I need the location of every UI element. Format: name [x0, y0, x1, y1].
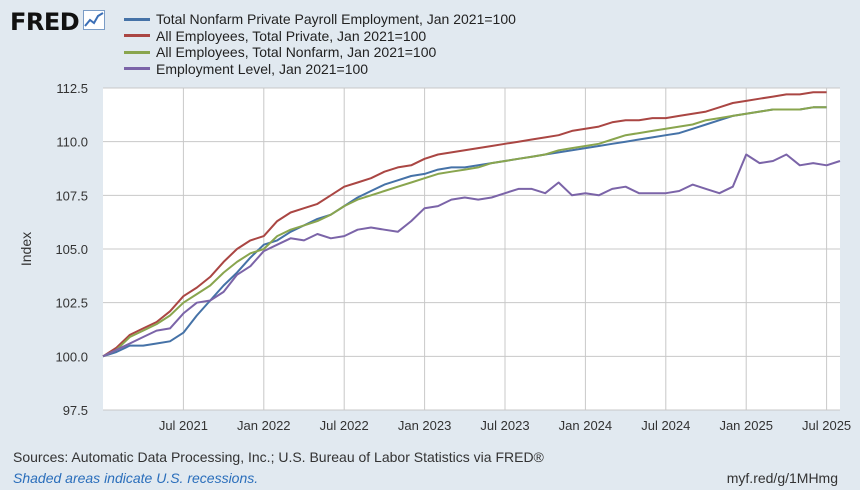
y-tick-label: 107.5 — [55, 188, 88, 203]
legend-swatch — [124, 17, 150, 21]
sources-note: Sources: Automatic Data Processing, Inc.… — [13, 449, 544, 465]
legend-label: All Employees, Total Private, Jan 2021=1… — [156, 27, 427, 44]
legend-label: Employment Level, Jan 2021=100 — [156, 60, 369, 77]
x-tick-label: Jul 2022 — [320, 418, 369, 433]
x-tick-label: Jan 2023 — [398, 418, 452, 433]
y-tick-label: 97.5 — [63, 403, 88, 418]
fred-logo-text: FRED — [10, 8, 80, 36]
legend-swatch — [124, 34, 150, 38]
y-tick-label: 102.5 — [55, 296, 88, 311]
x-tick-label: Jul 2025 — [802, 418, 851, 433]
series-line-3 — [102, 106, 827, 358]
chart: 97.5 100.0 102.5 105.0 107.5 110.0 112.5 Jul 20… — [18, 81, 851, 433]
x-tick-label: Jul 2024 — [641, 418, 690, 433]
y-tick-label: 110.0 — [56, 135, 88, 150]
legend-label: All Employees, Total Nonfarm, Jan 2021=1… — [156, 44, 437, 61]
x-tick-label: Jul 2023 — [480, 418, 529, 433]
recessions-note: Shaded areas indicate U.S. recessions. — [13, 470, 259, 486]
fred-logo[interactable]: FRED — [10, 8, 106, 36]
short-url-link[interactable]: myf.red/g/1MHmg — [726, 470, 838, 486]
legend-item: Employment Level, Jan 2021=100 — [124, 61, 516, 78]
x-tick-label: Jul 2021 — [159, 418, 208, 433]
x-tick-label: Jan 2024 — [559, 418, 613, 433]
plot-area — [103, 87, 840, 411]
legend-label: Total Nonfarm Private Payroll Employment… — [156, 11, 516, 28]
x-tick-label: Jan 2025 — [719, 418, 773, 433]
series-line-4 — [102, 153, 841, 358]
legend-item: Total Nonfarm Private Payroll Employment… — [124, 11, 516, 28]
x-tick-label: Jan 2022 — [237, 418, 291, 433]
y-tick-label: 100.0 — [55, 349, 88, 364]
legend-item: All Employees, Total Nonfarm, Jan 2021=1… — [124, 44, 516, 61]
chart-legend: Total Nonfarm Private Payroll Employment… — [124, 11, 516, 77]
y-tick-label: 112.5 — [56, 81, 88, 96]
y-axis-label: Index — [18, 232, 34, 266]
series-line-1 — [102, 106, 827, 358]
legend-swatch — [124, 50, 150, 54]
y-tick-label: 105.0 — [55, 242, 88, 257]
legend-swatch — [124, 67, 150, 71]
header: FRED Total Nonfarm Private Payroll Emplo… — [10, 6, 850, 77]
legend-item: All Employees, Total Private, Jan 2021=1… — [124, 28, 516, 45]
series-line-2 — [102, 91, 827, 358]
trend-line-icon — [83, 9, 106, 35]
